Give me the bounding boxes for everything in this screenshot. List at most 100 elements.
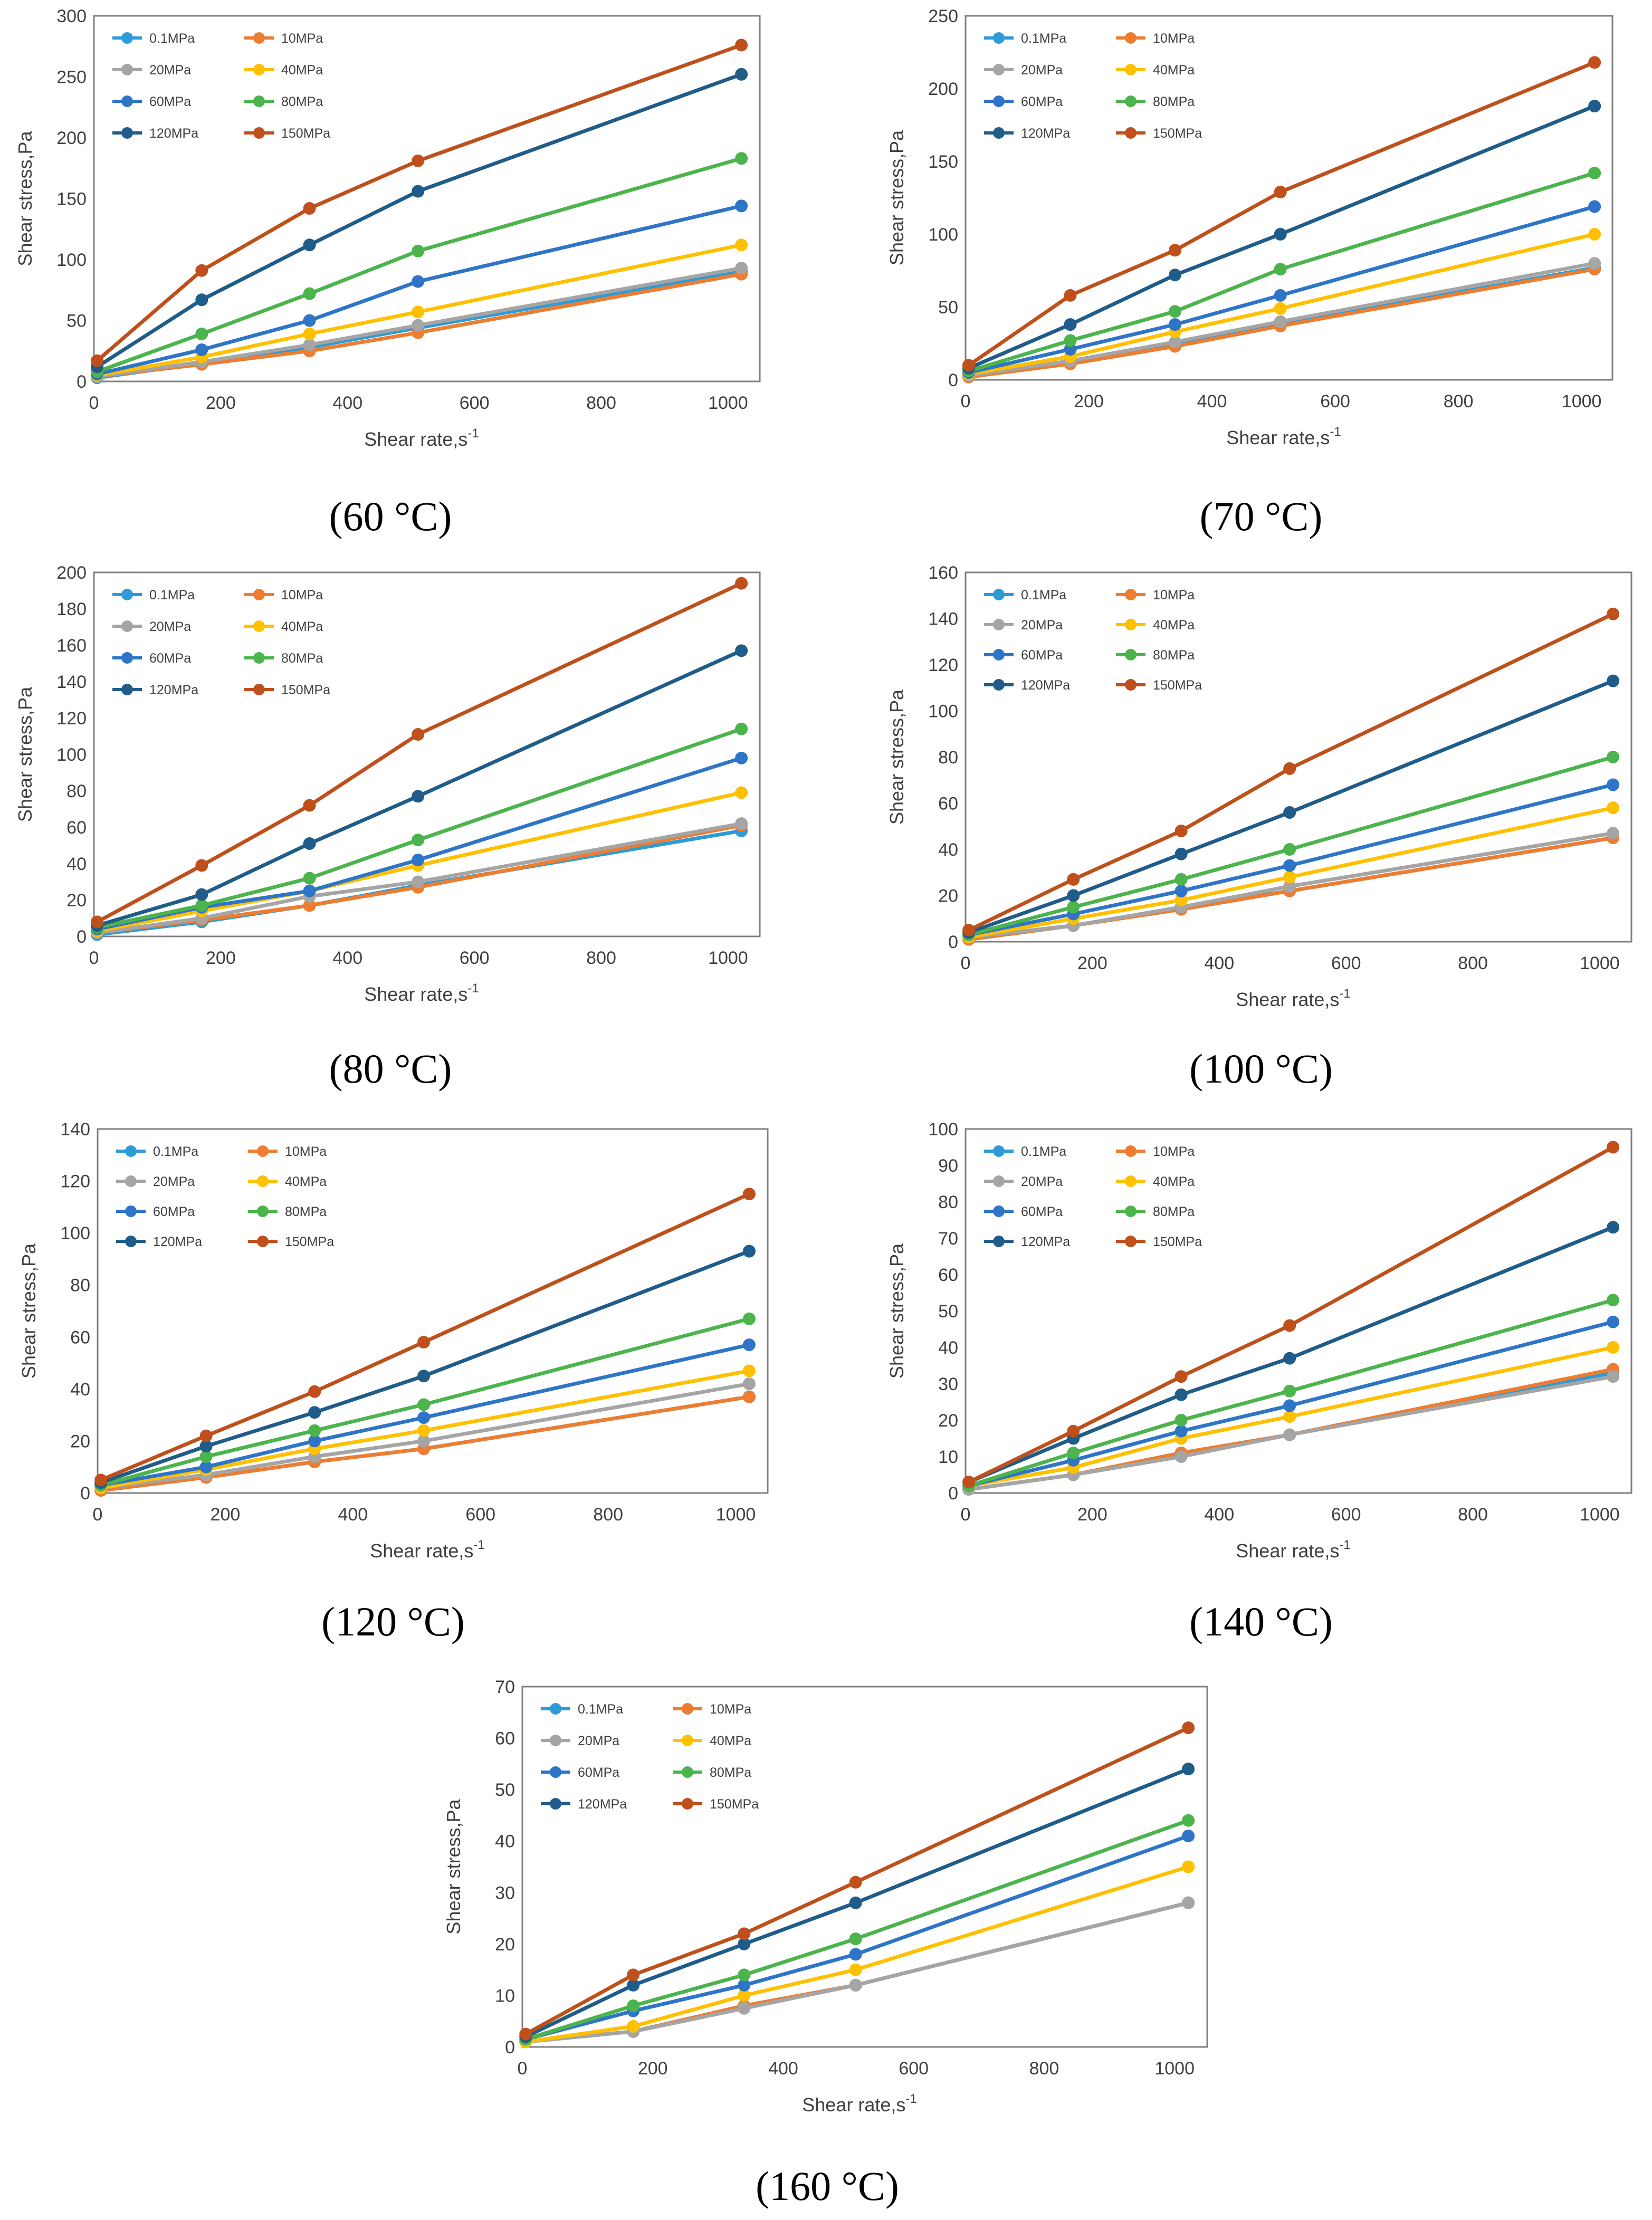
legend-entry-60MPa: 60MPa — [116, 1204, 195, 1219]
legend-marker — [121, 95, 133, 107]
data-point-150MPa — [735, 39, 748, 52]
legend-entry-150MPa: 150MPa — [244, 126, 330, 141]
data-point-150MPa — [195, 859, 208, 872]
data-point-120MPa — [303, 837, 316, 850]
legend-entry-80MPa: 80MPa — [1116, 648, 1195, 663]
legend-label: 150MPa — [285, 1235, 334, 1249]
data-point-150MPa — [962, 924, 976, 937]
legend-entry-10MPa: 10MPa — [244, 31, 323, 46]
data-point-150MPa — [308, 1385, 321, 1398]
data-point-40MPa — [1274, 302, 1287, 315]
legend-label: 10MPa — [710, 1702, 751, 1717]
legend-entry-0.1MPa: 0.1MPa — [984, 1144, 1066, 1159]
data-point-120MPa — [849, 1896, 862, 1909]
y-tick-label: 60 — [938, 794, 958, 814]
x-tick-label: 800 — [1029, 2059, 1059, 2079]
data-point-40MPa — [1588, 228, 1601, 241]
y-tick-label: 20 — [495, 1935, 515, 1955]
legend-marker — [1125, 1175, 1137, 1187]
data-point-120MPa — [1607, 674, 1620, 687]
legend-marker — [1125, 1205, 1137, 1217]
data-point-60MPa — [1607, 778, 1620, 791]
x-tick-label: 0 — [961, 953, 971, 973]
legend-marker — [1125, 32, 1137, 44]
data-point-150MPa — [1182, 1721, 1195, 1735]
y-axis-label: Shear stress,Pa — [443, 1798, 464, 1934]
y-tick-label: 60 — [70, 1327, 90, 1347]
data-point-20MPa — [849, 1978, 862, 1992]
panel-caption: (100 °C) — [1189, 1046, 1333, 1092]
legend-entry-40MPa: 40MPa — [1116, 1174, 1195, 1189]
legend-entry-80MPa: 80MPa — [244, 94, 323, 109]
data-point-20MPa — [1182, 1896, 1195, 1909]
y-tick-label: 40 — [495, 1832, 515, 1852]
data-point-60MPa — [1274, 289, 1287, 302]
x-tick-label: 600 — [1320, 391, 1350, 412]
data-point-40MPa — [738, 1989, 751, 2002]
data-point-150MPa — [1067, 1424, 1080, 1438]
y-tick-label: 40 — [938, 1338, 958, 1358]
y-tick-label: 250 — [928, 6, 958, 26]
chart-panel-3: 0 20 40 60 80 100 120 140 160 180 200 0 200 400 600 800… — [14, 563, 761, 1092]
legend-marker — [125, 1236, 137, 1247]
x-tick-label: 200 — [638, 2059, 668, 2079]
y-tick-label: 0 — [77, 372, 87, 392]
y-tick-label: 160 — [56, 636, 87, 656]
legend-entry-0.1MPa: 0.1MPa — [112, 31, 195, 46]
legend-label: 10MPa — [281, 31, 323, 46]
x-tick-label: 400 — [332, 393, 362, 413]
x-tick-label: 0 — [93, 1505, 103, 1525]
data-point-20MPa — [303, 338, 316, 351]
data-point-80MPa — [195, 899, 208, 912]
legend-marker — [253, 95, 265, 107]
legend-marker — [1125, 127, 1137, 139]
panel-caption: (70 °C) — [1200, 493, 1323, 539]
legend-label: 120MPa — [149, 126, 198, 141]
data-point-150MPa — [849, 1875, 862, 1889]
legend-entry-150MPa: 150MPa — [1116, 1235, 1202, 1249]
legend-label: 120MPa — [1021, 678, 1070, 693]
y-tick-label: 140 — [56, 672, 87, 692]
x-tick-label: 1000 — [1580, 1505, 1620, 1525]
x-tick-label: 800 — [1458, 1505, 1488, 1525]
y-axis-label: Shear stress,Pa — [18, 1243, 40, 1379]
panel-caption: (120 °C) — [321, 1599, 465, 1644]
x-tick-label: 800 — [586, 393, 616, 413]
data-point-120MPa — [1588, 100, 1601, 113]
y-tick-label: 150 — [56, 189, 87, 209]
legend-entry-60MPa: 60MPa — [984, 1204, 1063, 1219]
legend-label: 120MPa — [578, 1797, 627, 1812]
data-point-60MPa — [735, 199, 748, 213]
data-point-120MPa — [195, 293, 208, 307]
y-tick-label: 200 — [928, 79, 958, 99]
x-axis-label: Shear rate,s-1 — [1236, 1538, 1350, 1562]
y-tick-label: 70 — [495, 1677, 515, 1697]
data-point-80MPa — [1067, 1447, 1080, 1460]
legend-label: 120MPa — [149, 683, 198, 697]
legend-label: 60MPa — [1021, 648, 1063, 663]
legend-label: 150MPa — [1153, 678, 1202, 693]
y-axis-label: Shear stress,Pa — [886, 130, 908, 265]
x-axis-label-text: Shear rate,s — [364, 983, 467, 1005]
x-tick-label: 600 — [1331, 1505, 1361, 1525]
legend-label: 20MPa — [153, 1174, 195, 1189]
legend-entry-120MPa: 120MPa — [112, 126, 198, 141]
y-tick-label: 10 — [938, 1447, 958, 1467]
data-point-40MPa — [735, 786, 748, 799]
y-tick-label: 250 — [56, 68, 87, 88]
legend-marker — [682, 1798, 693, 1810]
legend-entry-20MPa: 20MPa — [984, 618, 1063, 633]
data-point-80MPa — [1064, 334, 1077, 347]
y-tick-label: 60 — [938, 1265, 958, 1285]
legend-label: 80MPa — [281, 651, 323, 666]
legend-entry-150MPa: 150MPa — [248, 1235, 334, 1249]
legend-marker — [253, 32, 265, 44]
x-tick-label: 600 — [899, 2059, 929, 2079]
y-tick-label: 100 — [928, 1119, 958, 1140]
data-point-120MPa — [303, 238, 316, 252]
x-tick-label: 1000 — [708, 393, 748, 413]
y-tick-label: 30 — [938, 1374, 958, 1394]
data-point-60MPa — [1607, 1315, 1620, 1328]
legend-marker — [253, 684, 265, 695]
data-point-120MPa — [412, 185, 425, 198]
